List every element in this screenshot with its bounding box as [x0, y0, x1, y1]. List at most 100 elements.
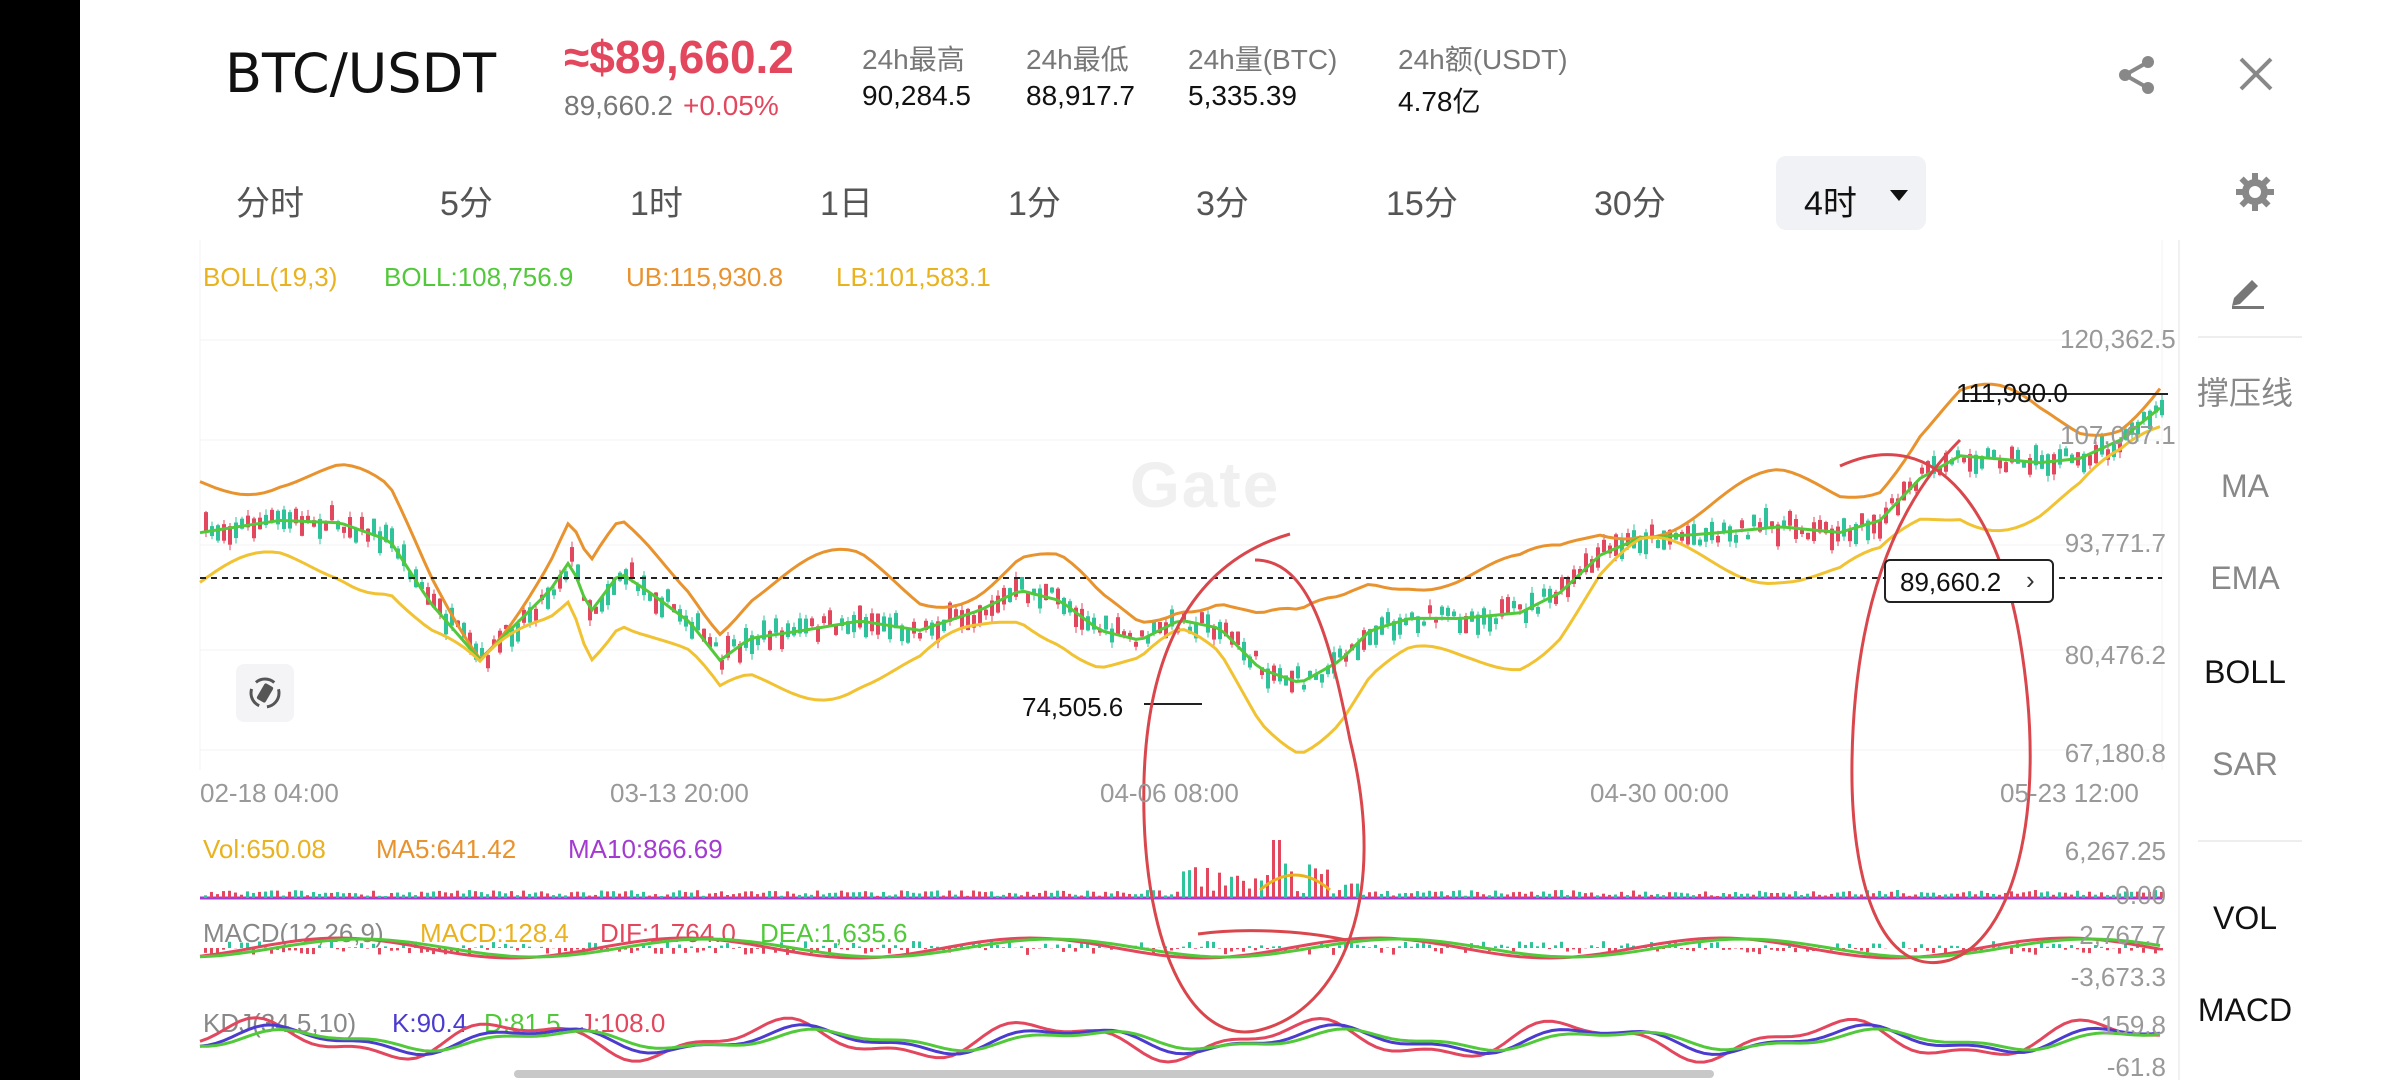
sidebar-item-ma[interactable]: MA [2221, 468, 2269, 504]
sidebar-item-macd[interactable]: MACD [2197, 992, 2293, 1028]
tab-3min[interactable]: 3分 [1196, 185, 1249, 223]
macd-histogram-bar [288, 948, 291, 951]
candle-body [2028, 458, 2032, 475]
volume-bar [1536, 894, 1539, 898]
macd-histogram-bar [1344, 941, 1347, 948]
macd-histogram-bar [744, 948, 747, 955]
tab-1day[interactable]: 1日 [820, 185, 873, 223]
candle-body [1710, 521, 1714, 541]
tab-5min[interactable]: 5分 [440, 185, 493, 223]
sidebar-item-sar[interactable]: SAR [2212, 746, 2278, 782]
kline-chart[interactable] [80, 0, 2400, 1080]
macd-histogram-bar [738, 946, 741, 948]
macd-histogram-bar [702, 948, 705, 951]
macd-histogram-bar [1878, 943, 1881, 948]
candle-body [552, 589, 556, 596]
volume-bar [1764, 892, 1767, 898]
macd-histogram-bar [672, 948, 675, 954]
gear-icon[interactable] [2235, 172, 2275, 212]
volume-bar [1302, 892, 1305, 898]
volume-bar [918, 893, 921, 898]
candle-body [2100, 435, 2104, 455]
macd-histogram-bar [1374, 944, 1377, 948]
volume-bar [1500, 893, 1503, 898]
candle-body [762, 620, 766, 640]
macd-histogram-bar [2076, 948, 2079, 950]
candle-body [864, 616, 868, 638]
candle-body [1842, 518, 1846, 537]
sidebar-item-ema[interactable]: EMA [2210, 560, 2280, 596]
share-icon[interactable] [2116, 54, 2158, 96]
volume-bar [1110, 893, 1113, 898]
tab-timeshare[interactable]: 分时 [236, 185, 304, 223]
macd-histogram-bar [912, 941, 915, 948]
candle-body [990, 600, 994, 616]
macd-histogram-bar [1728, 948, 1731, 950]
volume-bar [630, 890, 633, 898]
macd-histogram-bar [900, 948, 903, 950]
macd-histogram-bar [2052, 943, 2055, 948]
volume-bar [1368, 892, 1371, 898]
candle-body [1020, 577, 1024, 590]
volume-bar [1788, 894, 1791, 898]
sidebar-item-boll[interactable]: BOLL [2204, 654, 2286, 690]
volume-bar [516, 895, 519, 898]
candle-body [1992, 449, 1996, 458]
macd-histogram-bar [1620, 945, 1623, 948]
close-icon[interactable] [2238, 56, 2274, 92]
volume-bar [1398, 893, 1401, 898]
macd-histogram-bar [1566, 948, 1569, 952]
tab-4hour-dropdown[interactable]: 4时 [1776, 156, 1926, 230]
macd-histogram-bar [1602, 941, 1605, 948]
macd-histogram-bar [1272, 946, 1275, 948]
volume-bar [546, 893, 549, 898]
candle-body [1932, 456, 1936, 474]
macd-histogram-bar [1542, 942, 1545, 948]
volume-bar [600, 890, 603, 898]
macd-histogram-bar [546, 948, 549, 954]
candle-body [1614, 534, 1618, 557]
macd-histogram-bar [1410, 946, 1413, 948]
current-price-tag[interactable]: 89,660.2 › [1884, 559, 2054, 603]
macd-histogram-bar [1548, 948, 1551, 950]
boll-mid-legend: BOLL:108,756.9 [384, 262, 574, 292]
pencil-icon[interactable] [2226, 270, 2266, 310]
candle-body [234, 522, 238, 539]
candle-body [2046, 454, 2050, 476]
macd-histogram-bar [1284, 948, 1287, 953]
macd-histogram-bar [1464, 948, 1467, 953]
macd-histogram-bar [816, 948, 819, 952]
candle-body [1224, 622, 1228, 637]
sidebar-item-support-resistance[interactable]: 撑压线 [2196, 375, 2293, 411]
volume-bar [888, 895, 891, 898]
gate-watermark: Gate [1130, 449, 1281, 521]
sidebar-item-vol[interactable]: VOL [2212, 900, 2278, 936]
candle-body [1962, 457, 1966, 463]
volume-bar [1020, 895, 1023, 898]
candle-body [1398, 617, 1402, 635]
tab-30min[interactable]: 30分 [1594, 185, 1666, 223]
volume-bar [264, 891, 267, 898]
tab-15min[interactable]: 15分 [1386, 185, 1458, 223]
volume-bar [1830, 893, 1833, 898]
candle-body [732, 639, 736, 647]
tab-1min[interactable]: 1分 [1008, 185, 1061, 223]
candle-body [954, 609, 958, 619]
kdj-j-line [199, 1016, 2161, 1064]
volume-bar [912, 892, 915, 898]
chart-tool-button[interactable] [236, 664, 294, 722]
macd-histogram-bar [1662, 948, 1665, 950]
macd-histogram-bar [360, 943, 363, 948]
candle-body [1758, 522, 1762, 532]
volume-bar [384, 895, 387, 898]
kdj-panel [199, 1016, 2161, 1064]
candle-body [1746, 534, 1750, 540]
macd-histogram-bar [570, 948, 573, 953]
tab-1hour[interactable]: 1时 [630, 185, 683, 223]
volume-bar [1668, 892, 1671, 898]
candle-body [1602, 539, 1606, 553]
volume-bar [1692, 895, 1695, 898]
macd-histogram-bar [1368, 947, 1371, 948]
macd-histogram-bar [1224, 948, 1227, 955]
candle-body [1056, 588, 1060, 605]
